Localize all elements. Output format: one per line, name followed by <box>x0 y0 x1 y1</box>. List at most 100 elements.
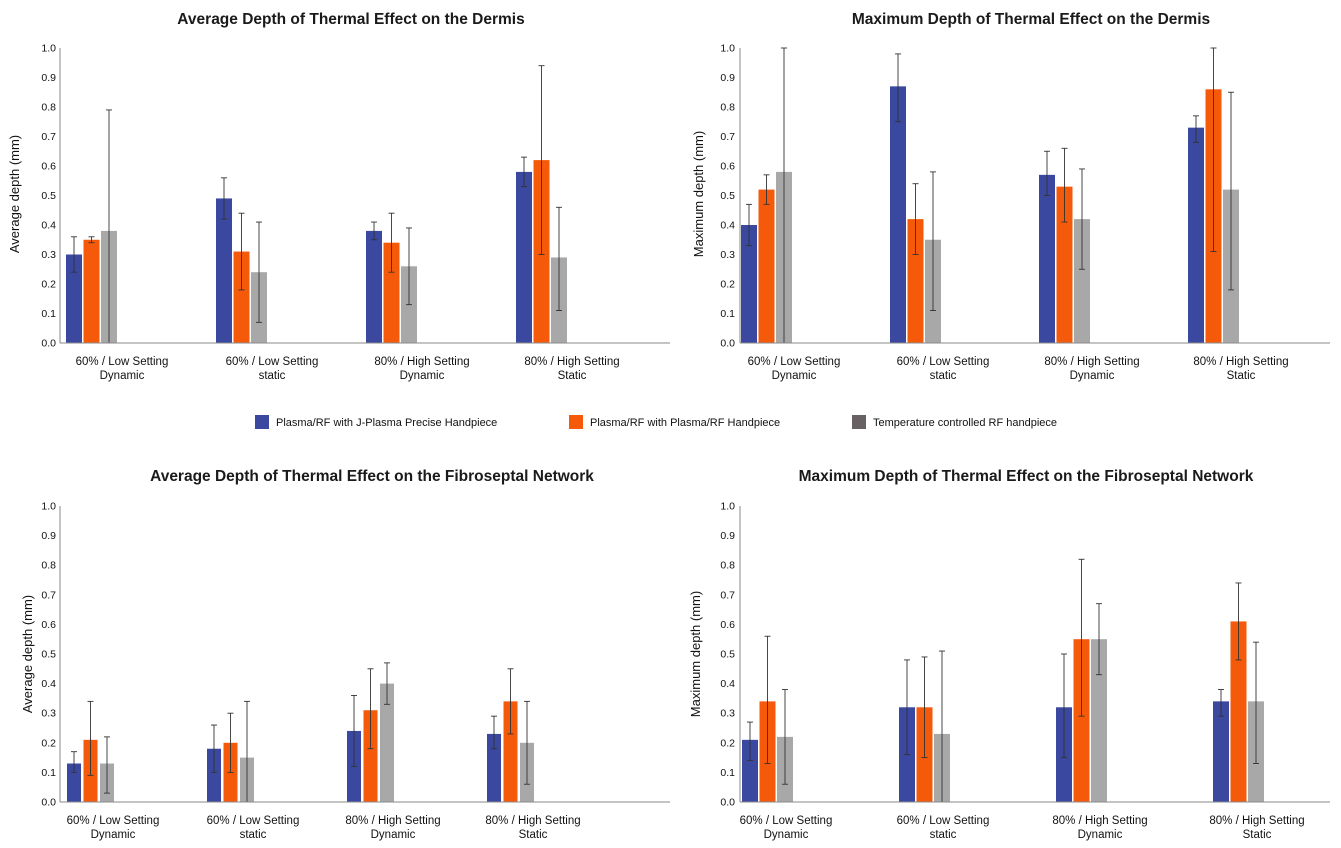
x-tick-label: 60% / Low Setting static <box>897 356 990 382</box>
y-tick-label: 0.0 <box>41 338 56 350</box>
error-bar <box>747 721 753 762</box>
chart-title: Average Depth of Thermal Effect on the D… <box>177 11 524 28</box>
legend-item: Plasma/RF with J-Plasma Precise Handpiec… <box>255 415 497 429</box>
error-bar <box>1235 582 1242 661</box>
error-bar <box>371 221 377 241</box>
y-tick-label: 0.7 <box>41 131 56 143</box>
bar <box>383 242 400 343</box>
chart-max-fibroseptal: Maximum Depth of Thermal Effect on the F… <box>688 468 1330 841</box>
plot-area: 0.0 0.1 0.2 0.3 0.4 0.5 0.6 0.7 0.8 0.9 1.0 60% / L… <box>41 43 670 382</box>
bar <box>1039 174 1055 343</box>
plot-area: 0.0 0.1 0.2 0.3 0.4 0.5 0.6 0.7 0.8 0.9 1.0 60% / L… <box>41 501 670 841</box>
error-bar <box>104 736 110 794</box>
y-tick-label: 0.1 <box>720 767 735 779</box>
x-tick-label: 80% / High Setting Dynamic <box>1044 356 1139 382</box>
x-tick-label: 60% / Low Setting static <box>226 356 319 382</box>
error-bar <box>1253 641 1259 764</box>
bar <box>380 683 394 802</box>
y-tick-label: 0.0 <box>41 797 56 809</box>
y-tick-label: 0.8 <box>41 560 56 572</box>
bar <box>363 710 378 802</box>
y-tick-label: 0.2 <box>720 737 735 749</box>
y-tick-label: 0.4 <box>720 678 735 690</box>
y-tick-label: 0.8 <box>720 560 735 572</box>
x-tick-label: 80% / High Setting Dynamic <box>374 356 469 382</box>
y-tick-label: 0.1 <box>41 767 56 779</box>
error-bar <box>912 183 919 255</box>
y-tick-label: 0.3 <box>41 249 56 261</box>
y-axis-title: Average depth (mm) <box>7 135 22 253</box>
error-bar <box>211 724 217 773</box>
error-bar <box>367 668 374 750</box>
error-bar <box>895 53 901 123</box>
legend-swatch-j-plasma <box>255 415 269 429</box>
bar <box>66 254 82 343</box>
legend-label: Plasma/RF with Plasma/RF Handpiece <box>590 417 780 429</box>
legend-swatch-plasma-rf <box>569 415 583 429</box>
bar <box>83 239 100 343</box>
x-tick-label: 80% / High Setting Static <box>524 356 619 382</box>
x-tick-label: 60% / Low Setting Dynamic <box>76 356 169 382</box>
x-tick-label: 80% / High Setting Dynamic <box>345 815 440 841</box>
y-tick-label: 0.0 <box>720 797 735 809</box>
y-tick-label: 0.4 <box>720 220 735 232</box>
plot-area: 0.0 0.1 0.2 0.3 0.4 0.5 0.6 0.7 0.8 0.9 1.0 60% / L… <box>720 43 1330 382</box>
error-bar <box>1218 689 1224 717</box>
bar <box>1056 186 1073 343</box>
bar <box>890 86 906 343</box>
bar <box>366 230 382 343</box>
error-bar <box>1061 147 1068 223</box>
bar <box>216 198 232 343</box>
y-tick-label: 1.0 <box>720 501 735 513</box>
bar <box>516 171 532 343</box>
y-tick-label: 0.6 <box>41 619 56 631</box>
error-bar <box>556 206 562 311</box>
error-bar <box>921 656 928 759</box>
bar <box>1091 639 1107 802</box>
x-tick-label: 80% / High Setting Dynamic <box>1052 815 1147 841</box>
legend-label: Temperature controlled RF handpiece <box>873 417 1057 429</box>
y-tick-label: 0.7 <box>41 589 56 601</box>
bar <box>487 733 501 802</box>
y-tick-label: 0.8 <box>41 102 56 114</box>
bar <box>742 739 758 802</box>
y-tick-label: 0.6 <box>720 161 735 173</box>
legend-item: Temperature controlled RF handpiece <box>852 415 1057 429</box>
bar <box>233 251 250 343</box>
error-bar <box>538 65 545 255</box>
y-tick-label: 0.4 <box>41 678 56 690</box>
y-tick-label: 0.7 <box>720 589 735 601</box>
error-bar <box>746 203 752 247</box>
y-tick-label: 0.5 <box>41 649 56 661</box>
bar <box>1230 621 1247 802</box>
error-bar <box>1078 558 1085 717</box>
error-bar <box>1096 603 1102 676</box>
error-bar <box>1044 150 1050 196</box>
error-bar <box>764 635 771 764</box>
x-tick-label: 80% / High Setting Static <box>1193 356 1288 382</box>
y-tick-label: 0.2 <box>720 279 735 291</box>
error-bar <box>406 227 412 306</box>
y-tick-label: 1.0 <box>41 501 56 513</box>
y-tick-label: 0.1 <box>720 308 735 320</box>
x-tick-label: 60% / Low Setting Dynamic <box>67 815 160 841</box>
y-tick-label: 0.5 <box>720 649 735 661</box>
y-axis-title: Average depth (mm) <box>20 595 35 713</box>
y-tick-label: 0.1 <box>41 308 56 320</box>
error-bar <box>1061 653 1067 759</box>
y-tick-label: 0.0 <box>720 338 735 350</box>
error-bar <box>524 700 530 785</box>
bar <box>503 701 518 802</box>
bar <box>1213 701 1229 802</box>
error-bar <box>930 171 936 311</box>
error-bar <box>491 715 497 750</box>
chart-max-dermis: Maximum Depth of Thermal Effect on the D… <box>691 11 1330 382</box>
bar <box>67 763 81 802</box>
y-tick-label: 0.5 <box>720 190 735 202</box>
error-bar <box>244 700 250 802</box>
error-bar <box>507 668 514 735</box>
y-axis-title: Maximum depth (mm) <box>688 591 703 717</box>
error-bar <box>88 236 95 244</box>
error-bar <box>351 694 357 767</box>
bar <box>907 219 924 343</box>
